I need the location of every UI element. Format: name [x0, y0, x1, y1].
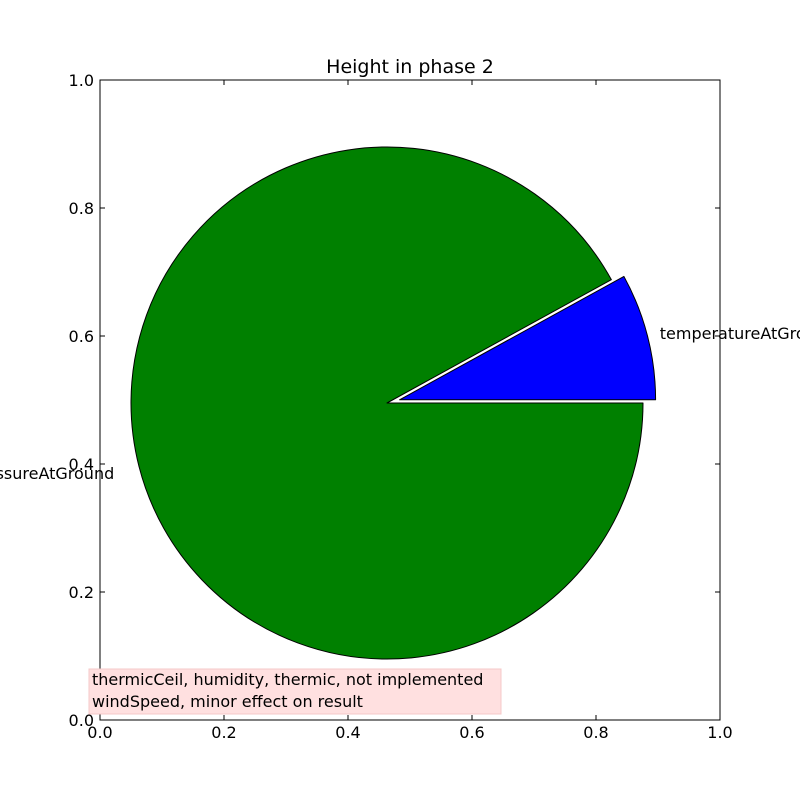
axis-ticks: 0.0 0.2 0.4 0.6 0.8 1.0 0.0 0.2 0.4 0.6 0.8 1.0: [69, 71, 733, 742]
plot-frame: [99, 79, 721, 721]
y-tick-label: 0.6: [69, 327, 94, 346]
x-tick-label: 0.2: [211, 723, 236, 742]
slice-label-pressureAtGround: pressureAtGround: [0, 464, 114, 483]
annotation-line-2: windSpeed, minor effect on result: [92, 692, 363, 711]
y-tick-label: 0.2: [69, 583, 94, 602]
pie-slice-pressureAtGround: [130, 146, 644, 660]
y-tick-label: 1.0: [69, 71, 94, 90]
annotation-box: thermicCeil, humidity, thermic, not impl…: [88, 668, 502, 715]
pie-slice-temperatureAtGround: [399, 275, 657, 401]
x-tick-label: 0.0: [87, 723, 112, 742]
y-tick-label: 0.4: [69, 455, 94, 474]
pie-slices: [130, 146, 657, 660]
slice-label-temperatureAtGround: temperatureAtGround: [660, 324, 800, 343]
y-tick-label: 0.0: [69, 711, 94, 730]
chart-title: Height in phase 2: [326, 56, 494, 78]
x-tick-label: 1.0: [707, 723, 732, 742]
x-tick-label: 0.8: [583, 723, 608, 742]
annotation-background: [88, 668, 502, 715]
x-tick-label: 0.4: [335, 723, 360, 742]
y-tick-label: 0.8: [69, 199, 94, 218]
annotation-line-1: thermicCeil, humidity, thermic, not impl…: [92, 670, 483, 689]
x-tick-label: 0.6: [459, 723, 484, 742]
slice-labels: temperatureAtGround pressureAtGround: [0, 324, 800, 483]
